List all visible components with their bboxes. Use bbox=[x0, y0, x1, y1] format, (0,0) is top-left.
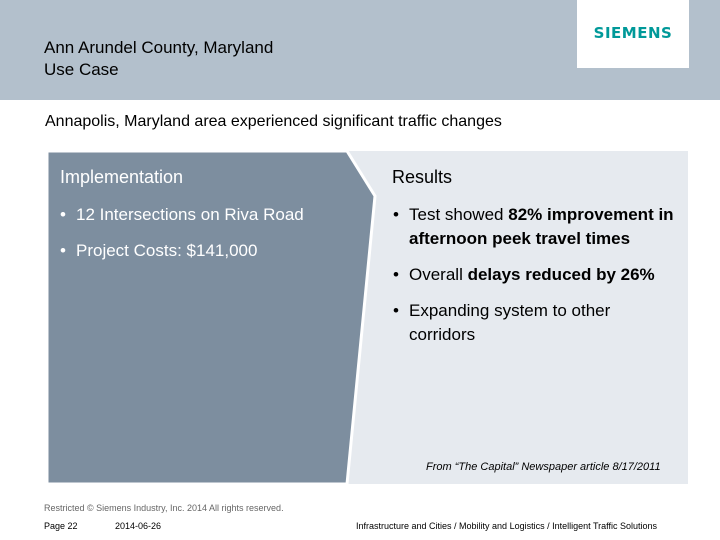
bullet-text: Project Costs: $141,000 bbox=[76, 241, 258, 260]
list-item: • Project Costs: $141,000 bbox=[60, 239, 360, 263]
source-citation: From “The Capital” Newspaper article 8/1… bbox=[426, 461, 661, 473]
bullet-icon: • bbox=[393, 205, 399, 224]
bullet-text: 12 Intersections on Riva Road bbox=[76, 205, 304, 224]
implementation-list: • 12 Intersections on Riva Road • Project … bbox=[60, 203, 360, 275]
footer-date: 2014-06-26 bbox=[115, 521, 162, 531]
page-number: Page 22 bbox=[44, 521, 78, 531]
implementation-heading: Implementation bbox=[60, 167, 184, 187]
bullet-text: Expanding system to other corridors bbox=[409, 301, 611, 344]
logo-text: SIEMENS bbox=[593, 24, 673, 42]
bullet-icon: • bbox=[393, 265, 399, 284]
bullet-icon: • bbox=[393, 301, 399, 320]
list-item: • 12 Intersections on Riva Road bbox=[60, 203, 360, 227]
list-item: • Overall delays reduced by 26% bbox=[393, 263, 678, 287]
footer-copyright: Restricted © Siemens Industry, Inc. 2014… bbox=[44, 503, 284, 513]
results-list: • Test showed 82% improvement in afternoo… bbox=[393, 203, 678, 359]
title-line-1: Ann Arundel County, Maryland bbox=[44, 38, 274, 57]
slide-title: Ann Arundel County, Maryland Use Case bbox=[44, 37, 273, 81]
implementation-panel bbox=[47, 151, 377, 484]
results-heading: Results bbox=[392, 167, 453, 187]
bullet-emphasis: delays reduced by 26% bbox=[467, 265, 655, 284]
header-band: Ann Arundel County, Maryland Use Case SI… bbox=[0, 0, 720, 100]
bullet-text: Overall bbox=[409, 265, 468, 284]
bullet-emphasis: 82% improvement in afternoon peek travel… bbox=[409, 205, 674, 248]
siemens-logo: SIEMENS bbox=[577, 0, 689, 68]
chevron-shape bbox=[47, 151, 377, 484]
title-line-2: Use Case bbox=[44, 60, 119, 79]
bullet-icon: • bbox=[60, 241, 66, 260]
footer-breadcrumb: Infrastructure and Cities / Mobility and… bbox=[356, 521, 657, 531]
bullet-text: Test showed bbox=[409, 205, 509, 224]
list-item: • Expanding system to other corridors bbox=[393, 299, 678, 347]
slide-subtitle: Annapolis, Maryland area experienced sig… bbox=[45, 113, 502, 130]
bullet-icon: • bbox=[60, 205, 66, 224]
list-item: • Test showed 82% improvement in afternoo… bbox=[393, 203, 678, 251]
